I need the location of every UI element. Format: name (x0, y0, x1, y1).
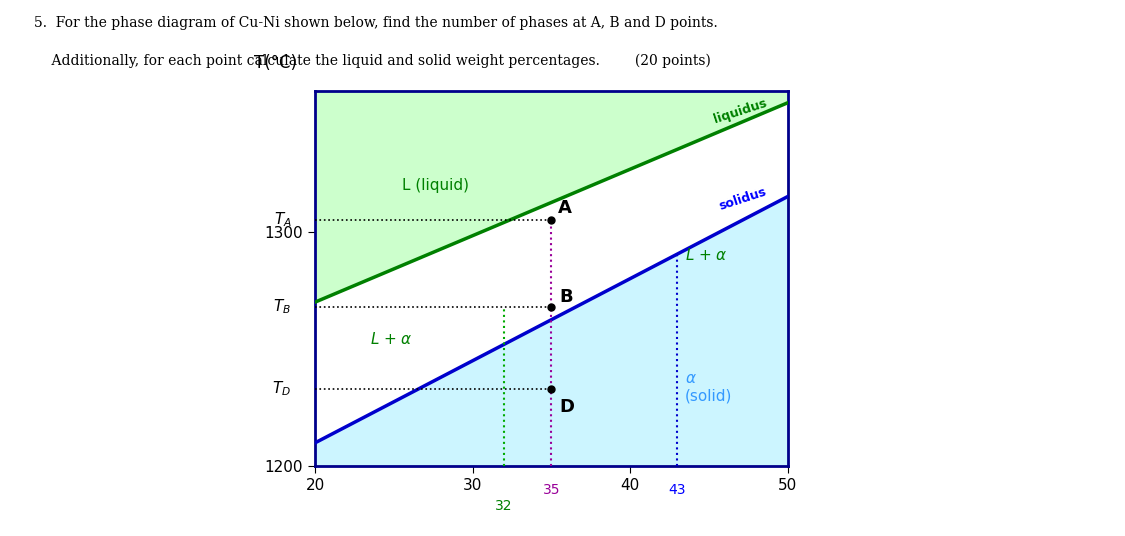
Text: $\alpha$
(solid): $\alpha$ (solid) (685, 371, 732, 404)
Text: Additionally, for each point calculate the liquid and solid weight percentages. : Additionally, for each point calculate t… (34, 54, 711, 68)
Text: D: D (559, 398, 574, 416)
Text: L + $\alpha$: L + $\alpha$ (685, 247, 728, 263)
Text: 32: 32 (495, 499, 513, 513)
Text: 35: 35 (542, 483, 560, 497)
Text: 5.  For the phase diagram of Cu-Ni shown below, find the number of phases at A, : 5. For the phase diagram of Cu-Ni shown … (34, 16, 718, 30)
Polygon shape (315, 91, 788, 302)
Text: 43: 43 (668, 483, 686, 497)
Text: $T_B$: $T_B$ (273, 297, 291, 316)
Text: T(°C): T(°C) (254, 54, 297, 72)
Text: L (liquid): L (liquid) (402, 177, 469, 192)
Text: $T_A$: $T_A$ (273, 211, 291, 229)
Text: L + $\alpha$: L + $\alpha$ (370, 331, 413, 347)
Text: solidus: solidus (718, 185, 768, 213)
Polygon shape (315, 103, 788, 443)
Text: liquidus: liquidus (712, 97, 768, 126)
Text: $T_D$: $T_D$ (272, 379, 291, 398)
Text: B: B (559, 288, 573, 306)
Text: A: A (558, 199, 572, 217)
Polygon shape (315, 197, 788, 466)
